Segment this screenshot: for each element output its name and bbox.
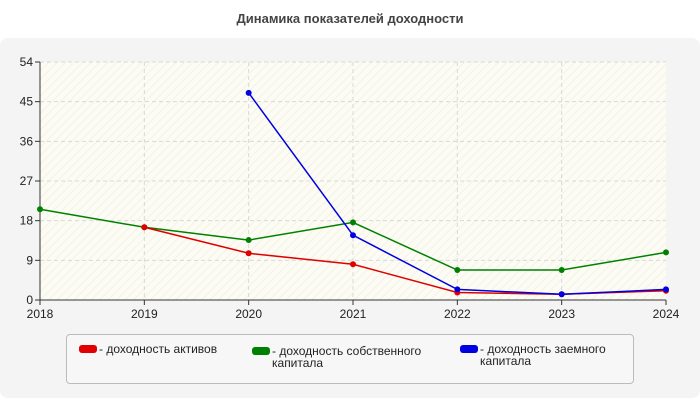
x-tick-label: 2024: [653, 307, 680, 321]
data-point-series-1: [37, 206, 43, 213]
data-point-series-2: [454, 286, 461, 293]
x-tick-label: 2018: [27, 307, 54, 321]
y-tick-label: 27: [20, 174, 34, 188]
legend-label-assets: - доходность активов: [99, 342, 218, 356]
data-point-series-1: [350, 219, 356, 226]
chart-title: Динамика показателей доходности: [236, 11, 464, 26]
data-point-series-2: [350, 232, 356, 239]
data-point-series-2: [663, 286, 669, 293]
legend-label-debt: - доходность заемного капитала: [480, 342, 606, 368]
legend-swatch-debt: [460, 345, 478, 353]
data-point-series-2: [558, 291, 565, 298]
data-point-series-2: [245, 89, 252, 96]
data-point-series-1: [454, 267, 461, 274]
series-layer: [37, 89, 669, 298]
y-tick-label: 36: [20, 134, 34, 148]
y-tick-label: 18: [20, 214, 34, 228]
data-point-series-0: [245, 250, 252, 257]
x-tick-label: 2023: [548, 307, 575, 321]
x-tick-label: 2022: [444, 307, 471, 321]
y-tick-label: 0: [26, 293, 33, 307]
data-point-series-1: [663, 249, 669, 256]
axes: 0 9 18 27 36 45 54 2018 2019 2020 2021 2022 2023 2024: [20, 55, 680, 321]
y-tick-label: 9: [26, 253, 33, 267]
y-tick-label: 54: [20, 55, 34, 69]
legend-swatch-equity: [252, 347, 270, 355]
legend-swatch-assets: [79, 345, 97, 353]
y-tick-label: 45: [20, 95, 34, 109]
legend-label-equity: - доходность собственного капитала: [272, 344, 422, 370]
legend: - доходность активов - доходность собств…: [66, 334, 634, 384]
data-point-series-0: [350, 261, 356, 268]
grid: [40, 61, 666, 300]
data-point-series-1: [245, 237, 252, 244]
x-tick-label: 2020: [235, 307, 262, 321]
x-tick-label: 2021: [340, 307, 367, 321]
x-tick-label: 2019: [131, 307, 158, 321]
data-point-series-0: [141, 224, 148, 231]
data-point-series-1: [558, 267, 565, 274]
